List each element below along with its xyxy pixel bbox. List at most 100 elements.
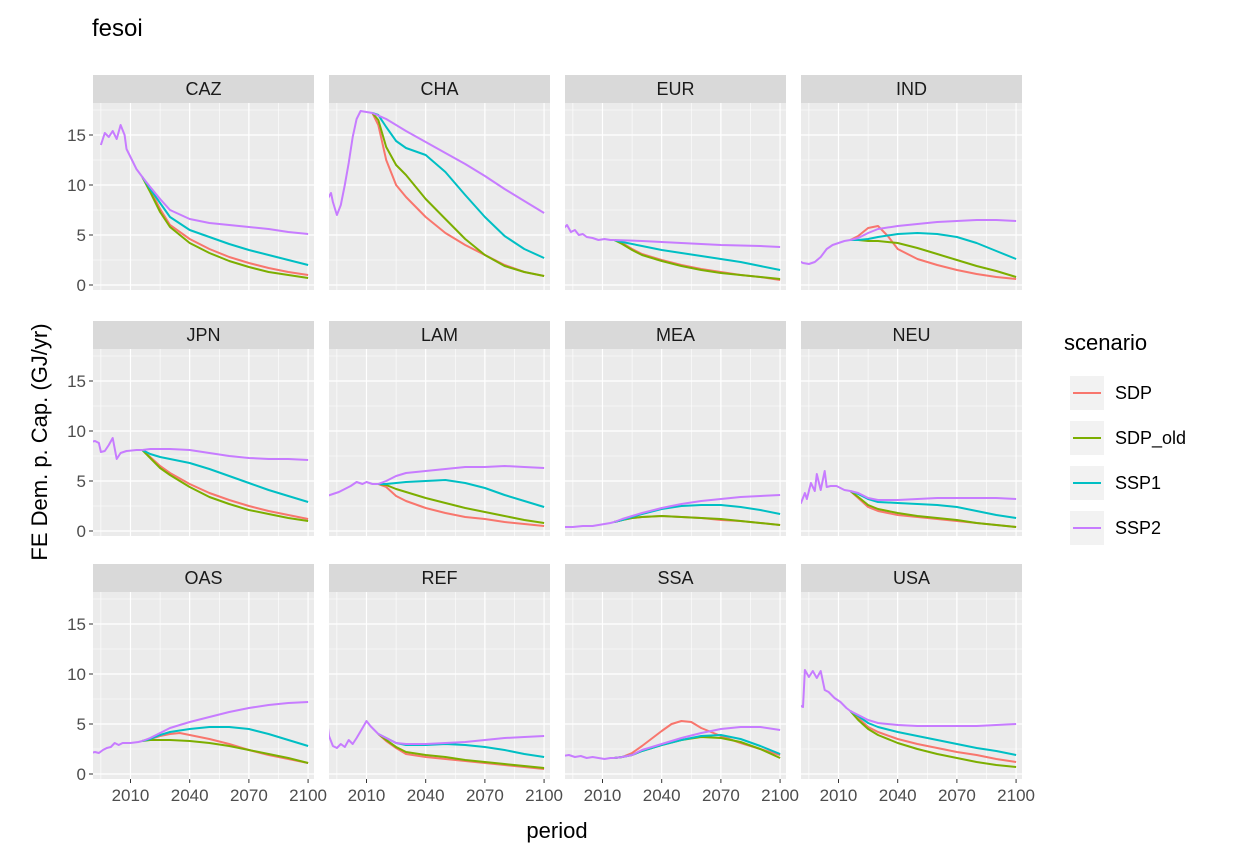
y-tick-label: 0 (77, 765, 86, 784)
strip-label-ind: IND (896, 79, 927, 99)
panel-usa: USA 2010 2040 2070 2100 (801, 564, 1035, 805)
line-lam-ssp2 (377, 465, 545, 485)
line-lam-history (329, 481, 379, 497)
line-lam-ssp1 (378, 479, 545, 508)
panel-cha: CHA (329, 75, 550, 290)
line-caz-ssp1 (141, 176, 309, 266)
panel-ind: IND (801, 75, 1022, 290)
line-caz-sdp (141, 176, 309, 276)
panel-oas: OAS 0 5 10 15 2010 2040 2070 2100 (67, 564, 327, 805)
series-lines (565, 720, 781, 760)
strip-jpn (93, 321, 314, 349)
x-tick-label: 2040 (643, 786, 681, 805)
line-ref-sdp-old (377, 733, 545, 769)
strip-label-neu: NEU (892, 325, 930, 345)
line-ref-history (329, 720, 380, 749)
strip-ref (329, 564, 550, 592)
line-cha-ssp1 (372, 112, 545, 259)
panel-background (93, 592, 314, 779)
line-cha-history (329, 110, 373, 216)
line-mea-ssp2 (613, 494, 781, 523)
strip-mea (565, 321, 786, 349)
x-tick-label: 2070 (938, 786, 976, 805)
strip-ind (801, 75, 1022, 103)
series-lines (565, 224, 781, 281)
series-lines (329, 720, 545, 770)
panel-neu: NEU (801, 321, 1022, 536)
line-oas-ssp2 (141, 701, 309, 742)
facet-panels: CAZ 0 5 10 15 CHA EUR IND JPN 0 5 10 15 LAM MEA NEU OAS 0… (67, 75, 1035, 805)
line-mea-history (565, 521, 615, 528)
panel-jpn: JPN 0 5 10 15 (67, 321, 314, 541)
line-jpn-sdp-old (141, 449, 309, 522)
x-tick-label: 2040 (879, 786, 917, 805)
panel-background (801, 103, 1022, 290)
x-tick-label: 2010 (112, 786, 150, 805)
series-lines (329, 465, 545, 527)
panel-background (329, 103, 550, 290)
line-ref-ssp2 (377, 733, 545, 745)
line-oas-history (93, 740, 143, 754)
panel-background (329, 349, 550, 536)
y-tick-label: 15 (67, 615, 86, 634)
x-tick-label: 2100 (761, 786, 799, 805)
series-lines (329, 110, 545, 277)
line-jpn-history (93, 437, 143, 460)
line-ind-ssp1 (850, 232, 1017, 260)
panel-background (565, 592, 786, 779)
legend-item-ssp2: SSP2 (1070, 511, 1161, 545)
strip-oas (93, 564, 314, 592)
line-oas-sdp-old (142, 739, 309, 764)
line-usa-ssp2 (849, 710, 1017, 727)
y-tick-label: 5 (77, 226, 86, 245)
line-caz-ssp2 (141, 176, 309, 235)
line-usa-sdp-old (849, 710, 1017, 768)
x-tick-label: 2010 (584, 786, 622, 805)
y-tick-label: 10 (67, 176, 86, 195)
line-oas-ssp1 (142, 726, 309, 747)
line-neu-history (801, 470, 851, 504)
line-caz-sdp-old (141, 176, 309, 279)
x-tick-label: 2070 (702, 786, 740, 805)
panel-background (93, 103, 314, 290)
y-tick-label: 15 (67, 372, 86, 391)
line-cha-ssp2 (372, 112, 545, 214)
strip-label-eur: EUR (656, 79, 694, 99)
strip-label-caz: CAZ (186, 79, 222, 99)
strip-label-ref: REF (422, 568, 458, 588)
panel-lam: LAM (329, 321, 550, 536)
x-tick-label: 2010 (348, 786, 386, 805)
strip-label-jpn: JPN (186, 325, 220, 345)
line-ind-sdp-old (850, 239, 1017, 278)
y-tick-label: 0 (77, 522, 86, 541)
line-jpn-ssp2 (142, 448, 309, 461)
panel-background (565, 103, 786, 290)
panel-background (329, 592, 550, 779)
strip-label-ssa: SSA (657, 568, 693, 588)
strip-neu (801, 321, 1022, 349)
line-cha-sdp-old (371, 112, 545, 277)
series-lines (801, 219, 1017, 280)
line-lam-sdp-old (378, 483, 545, 524)
line-eur-ssp2 (614, 239, 781, 248)
strip-label-oas: OAS (184, 568, 222, 588)
line-ind-history (801, 239, 851, 265)
panel-background (801, 592, 1022, 779)
panel-background (801, 349, 1022, 536)
series-lines (801, 470, 1017, 528)
y-tick-label: 5 (77, 715, 86, 734)
strip-ssa (565, 564, 786, 592)
x-tick-label: 2040 (407, 786, 445, 805)
strip-cha (329, 75, 550, 103)
y-tick-label: 10 (67, 422, 86, 441)
series-lines (801, 669, 1017, 768)
series-lines (99, 124, 309, 279)
series-lines (565, 494, 781, 528)
line-neu-sdp-old (849, 490, 1017, 528)
y-tick-label: 10 (67, 665, 86, 684)
line-caz-history (99, 124, 144, 178)
x-tick-label: 2070 (230, 786, 268, 805)
strip-caz (93, 75, 314, 103)
line-lam-sdp (377, 483, 545, 527)
